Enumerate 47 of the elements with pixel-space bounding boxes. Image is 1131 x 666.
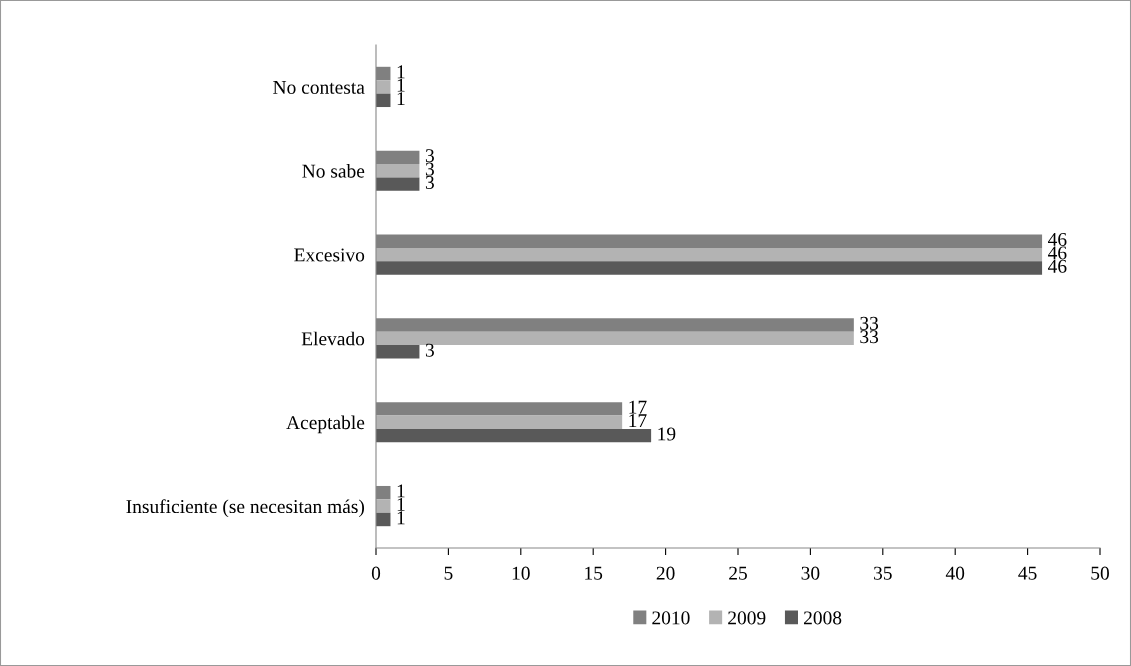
y-tick-label: Elevado bbox=[301, 331, 365, 346]
x-tick-label: 5 bbox=[444, 566, 453, 580]
data-label: 17 bbox=[629, 414, 647, 427]
data-label: 1 bbox=[397, 497, 405, 511]
data-label: 3 bbox=[425, 343, 434, 357]
bar bbox=[376, 428, 652, 443]
data-label: 1 bbox=[397, 92, 405, 106]
data-label: 46 bbox=[1048, 232, 1067, 247]
bar bbox=[376, 247, 1043, 262]
data-label: 3 bbox=[425, 162, 434, 176]
legend-label: 2009 bbox=[728, 611, 766, 625]
bar bbox=[376, 164, 420, 178]
bar bbox=[376, 415, 623, 429]
bar bbox=[376, 261, 1043, 275]
data-label: 1 bbox=[397, 65, 405, 79]
data-label: 46 bbox=[1048, 246, 1067, 260]
y-tick-label: No contesta bbox=[273, 80, 365, 94]
x-tick-label: 45 bbox=[1018, 566, 1037, 580]
data-label: 3 bbox=[425, 175, 434, 190]
data-label: 33 bbox=[860, 330, 879, 344]
y-tick-label: Insuficiente (se necesitan más) bbox=[126, 499, 365, 518]
x-tick-label: 50 bbox=[1091, 566, 1109, 580]
bar bbox=[376, 345, 420, 359]
y-tick-label: No sabe bbox=[302, 164, 365, 178]
bar bbox=[376, 499, 391, 513]
legend-label: 2010 bbox=[652, 611, 690, 625]
legend-label: 2008 bbox=[803, 611, 842, 625]
data-label: 3 bbox=[425, 149, 434, 163]
data-label: 1 bbox=[397, 511, 405, 525]
data-label: 1 bbox=[397, 484, 405, 498]
data-label: 17 bbox=[629, 400, 647, 414]
data-label: 19 bbox=[658, 427, 676, 441]
x-tick-label: 10 bbox=[512, 566, 530, 580]
x-tick-label: 25 bbox=[729, 566, 747, 580]
data-label: 1 bbox=[397, 78, 405, 92]
x-tick-label: 35 bbox=[874, 566, 892, 580]
x-tick-label: 0 bbox=[371, 566, 381, 580]
y-tick-label: Aceptable bbox=[286, 415, 365, 434]
x-tick-label: 20 bbox=[656, 566, 675, 580]
x-tick-label: 30 bbox=[801, 566, 820, 580]
bar bbox=[376, 80, 391, 94]
bar bbox=[376, 177, 420, 191]
data-label: 33 bbox=[860, 316, 879, 330]
y-tick-label: Excesivo bbox=[294, 248, 365, 262]
x-tick-label: 15 bbox=[585, 566, 603, 580]
data-label: 46 bbox=[1048, 259, 1067, 273]
x-tick-label: 40 bbox=[945, 566, 965, 580]
